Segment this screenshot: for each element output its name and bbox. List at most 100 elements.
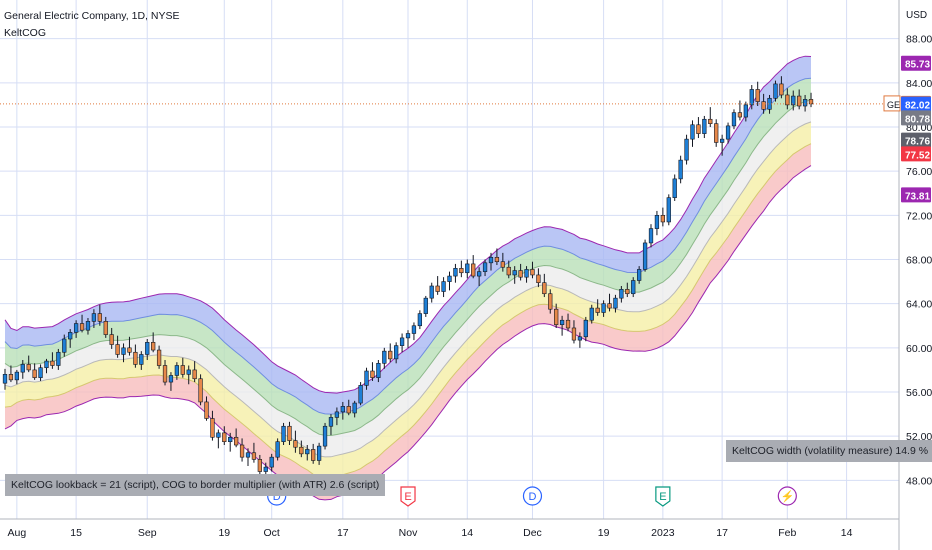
candle-body (56, 351, 61, 366)
candle-body (554, 308, 559, 325)
x-tick-label: 17 (337, 527, 349, 539)
candle-body (731, 112, 737, 127)
candle-body (589, 307, 594, 321)
candle-body (245, 452, 251, 458)
price-tag-label: 85.73 (905, 60, 930, 71)
event-markers: D E D E ⚡ (267, 486, 797, 507)
candle-body (73, 323, 79, 333)
candle-body (696, 124, 701, 134)
candle-body (162, 365, 168, 383)
candle-body (666, 197, 671, 223)
event-marker-label: D (273, 491, 281, 503)
candle-body (524, 269, 529, 278)
candle-body (684, 138, 689, 161)
price-tag (901, 96, 931, 112)
y-tick-label: 48.00 (906, 475, 932, 487)
candle-body (311, 449, 316, 461)
candle-body (512, 270, 517, 276)
candle-body (133, 351, 138, 365)
candle-body (20, 364, 25, 373)
candle-body (660, 215, 665, 223)
chart-grid (0, 0, 900, 550)
candle-body (364, 370, 369, 386)
candle-body (518, 270, 523, 278)
keltcog-line (4, 99, 812, 437)
candle-body (14, 371, 19, 381)
candle-body (198, 378, 203, 403)
y-tick-label: 64.00 (906, 299, 932, 311)
y-tick-label: 88.00 (906, 34, 932, 46)
candle-body (571, 327, 577, 341)
candle-body (216, 432, 221, 438)
candle-body (281, 425, 286, 443)
candle-body (204, 401, 209, 419)
candle-body (411, 325, 417, 334)
candle-body (405, 333, 411, 339)
candle-body (322, 425, 328, 447)
candle-body (68, 332, 73, 340)
x-axis: Aug 15 Sep 19 Oct 17 Nov 14 Dec 19 2023 17 Feb 14 (8, 527, 853, 539)
candle-body (719, 138, 725, 143)
indicator-label[interactable]: KeltCOG (4, 27, 47, 39)
chart-title: General Electric Company, 1D, NYSE (4, 10, 180, 22)
candle-body (465, 263, 470, 274)
price-tag-label: 82.02 (905, 101, 930, 112)
candle-body (269, 456, 274, 468)
x-tick-label: 2023 (651, 527, 675, 539)
keltcog-line (4, 143, 812, 479)
candle-body (500, 261, 505, 268)
candle-body (316, 445, 322, 461)
candle-body (749, 89, 754, 106)
candle-body (50, 360, 55, 366)
candle-body (305, 449, 310, 455)
candle-body (565, 319, 571, 329)
x-tick-label: Aug (8, 527, 27, 539)
candlestick-series (2, 76, 814, 480)
candle-body (251, 452, 257, 460)
x-tick-label: Dec (523, 527, 542, 539)
candle-body (228, 436, 233, 443)
candle-body (91, 313, 97, 322)
candle-body (743, 104, 748, 118)
price-tag (901, 187, 931, 203)
candle-body (471, 263, 476, 277)
candle-body (79, 323, 85, 331)
candle-body (613, 297, 618, 309)
candle-body (287, 425, 292, 441)
candle-body (725, 125, 731, 140)
candle-body (459, 268, 464, 274)
candle-body (139, 354, 144, 365)
keltcog-band (5, 78, 811, 436)
price-tag (901, 146, 931, 162)
candle-body (399, 337, 405, 346)
candle-body (536, 274, 541, 283)
candle-body (785, 94, 790, 106)
price-tag-label: 80.78 (905, 114, 930, 125)
candle-body (299, 446, 304, 455)
earnings-marker (655, 486, 671, 507)
candle-body (340, 406, 345, 413)
candle-body (791, 95, 796, 106)
price-tag-label: 73.81 (905, 191, 930, 202)
candle-body (494, 256, 500, 263)
candle-body (737, 112, 743, 118)
keltcog-band (5, 100, 811, 457)
candle-body (109, 334, 114, 345)
lookback-note: KeltCOG lookback = 21 (script), COG to b… (5, 474, 386, 496)
candle-body (394, 345, 399, 360)
ticker-label: GE (887, 100, 900, 110)
candle-body (234, 436, 239, 446)
candle-body (26, 364, 31, 371)
candle-body (2, 374, 8, 384)
candle-body (506, 266, 511, 276)
candle-body (239, 444, 245, 458)
candle-body (346, 406, 351, 414)
candle-body (174, 365, 180, 376)
candle-body (44, 360, 49, 369)
candle-body (678, 159, 683, 180)
candle-body (180, 365, 185, 375)
y-tick-label: 60.00 (906, 343, 932, 355)
candle-body (654, 215, 660, 229)
